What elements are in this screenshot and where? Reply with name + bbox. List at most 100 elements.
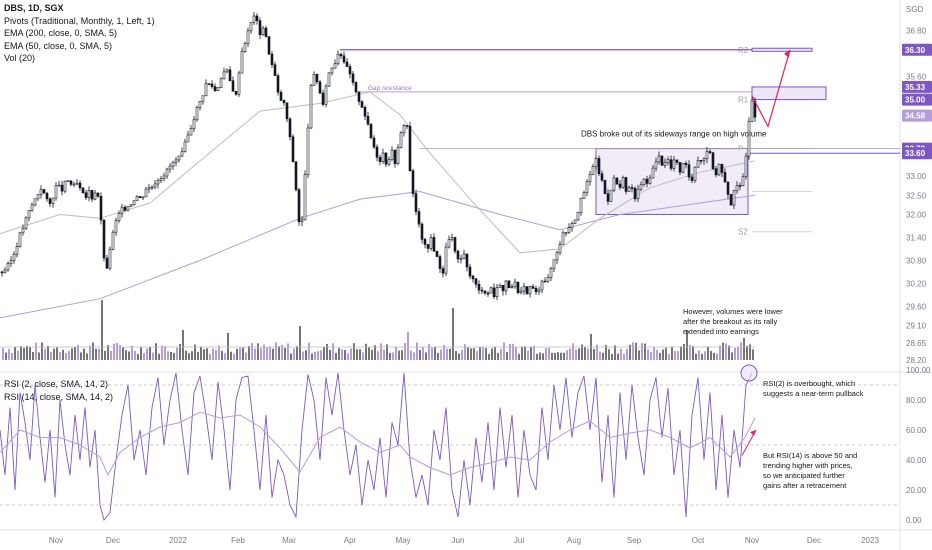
candle-body	[222, 71, 226, 80]
volume-bar	[74, 346, 76, 360]
candle-body	[297, 189, 301, 223]
price-label: 35.00	[905, 96, 926, 105]
ema200-line	[0, 190, 756, 319]
volume-bar	[32, 351, 34, 360]
candle-body	[474, 278, 478, 285]
volume-bar	[677, 351, 679, 360]
volume-bar	[695, 353, 697, 360]
pivot-label-s2: S2	[738, 228, 748, 237]
candle-body	[333, 63, 337, 69]
volume-bar	[662, 349, 664, 360]
candle-body	[57, 184, 61, 187]
volume-bar	[2, 348, 4, 360]
volume-bar	[659, 352, 661, 360]
volume-legend[interactable]: Vol (20)	[4, 53, 36, 63]
volume-bar	[68, 351, 70, 360]
candle-body	[441, 268, 445, 274]
candle-body	[87, 190, 91, 198]
time-axis-label: 2023	[861, 536, 879, 545]
volume-bar	[311, 353, 313, 360]
volume-bar	[287, 343, 289, 360]
candle-body	[720, 163, 724, 173]
candle-body	[168, 165, 172, 170]
candle-body	[480, 289, 484, 292]
chart-title[interactable]: DBS, 1D, SGX	[4, 3, 64, 13]
volume-bar	[653, 347, 655, 360]
volume-bar	[116, 342, 118, 360]
candle-body	[663, 162, 667, 166]
volume-bar	[338, 348, 340, 360]
volume-bar	[233, 353, 235, 360]
price-label-bg	[902, 80, 932, 93]
candle-body	[672, 159, 676, 169]
candle-body	[414, 193, 418, 212]
candle-body	[207, 83, 211, 85]
rsi14-annotation-line: gains after a retracement	[763, 481, 847, 490]
rsi2-legend[interactable]: RSI (2, close, SMA, 14, 2)	[4, 379, 109, 389]
volume-bar	[248, 346, 250, 360]
rsi-tick-label: 40.00	[906, 456, 927, 465]
candle-body	[300, 219, 304, 223]
volume-bar	[611, 353, 613, 360]
volume-bar	[692, 346, 694, 360]
price-label-bg	[902, 93, 932, 106]
candle-body	[309, 85, 313, 129]
candle-body	[729, 194, 733, 206]
volume-bar	[8, 348, 10, 360]
candle-body	[603, 179, 607, 195]
price-tick-label: 31.40	[906, 233, 927, 242]
candle-body	[657, 155, 661, 163]
volume-annotation-line: after the breakout as its rally	[683, 317, 777, 326]
volume-bar	[518, 353, 520, 360]
candle-body	[405, 125, 409, 127]
time-axis-label: Nov	[745, 536, 759, 545]
price-tick-label: 36.80	[906, 27, 927, 36]
candle-body	[318, 81, 322, 94]
candle-body	[171, 161, 175, 167]
candle-body	[81, 187, 85, 194]
overbought-circle	[740, 364, 758, 382]
price-tick-label: 35.60	[906, 73, 927, 82]
volume-bar	[410, 350, 412, 360]
volume-bar	[176, 347, 178, 360]
volume-bar	[506, 351, 508, 360]
time-axis-label: Sep	[627, 536, 642, 545]
candle-body	[306, 127, 310, 175]
candle-body	[342, 55, 346, 63]
candle-body	[528, 286, 532, 295]
candle-body	[24, 217, 28, 229]
candle-body	[276, 75, 280, 93]
candle-body	[123, 206, 127, 211]
rsi14-legend[interactable]: RSI (14, close, SMA, 14, 2)	[4, 391, 114, 402]
volume-bar	[371, 349, 373, 360]
ema50-legend[interactable]: EMA (50, close, 0, SMA, 5)	[4, 40, 113, 51]
candle-body	[156, 179, 160, 185]
volume-bar	[386, 344, 388, 360]
volume-bar	[548, 347, 550, 360]
pivots-legend[interactable]: Pivots (Traditional, Monthly, 1, Left, 1…	[4, 15, 155, 26]
candle-body	[552, 259, 556, 269]
volume-bar	[128, 351, 130, 360]
volume-bar	[470, 348, 472, 360]
volume-bar	[152, 352, 154, 360]
candle-body	[198, 100, 202, 108]
volume-bar	[458, 353, 460, 360]
candle-body	[102, 219, 106, 259]
candle-body	[399, 132, 403, 148]
volume-bar	[530, 346, 532, 360]
candle-body	[384, 152, 388, 165]
volume-bar	[332, 343, 334, 360]
candle-body	[438, 256, 442, 269]
candle-body	[726, 181, 730, 195]
volume-bar	[476, 351, 478, 360]
rsi2-line	[0, 372, 753, 521]
volume-bar	[302, 351, 304, 360]
candle-body	[336, 54, 340, 65]
candle-body	[261, 27, 265, 36]
candle-body	[696, 160, 700, 168]
ema200-legend[interactable]: EMA (200, close, 0, SMA, 5)	[4, 28, 118, 38]
volume-bar	[542, 353, 544, 360]
candle-body	[738, 185, 742, 187]
volume-bar	[200, 346, 202, 360]
